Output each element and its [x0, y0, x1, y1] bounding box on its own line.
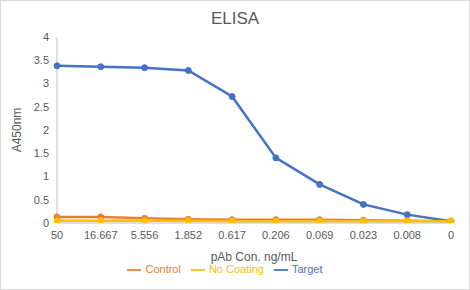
svg-text:2.5: 2.5: [34, 101, 49, 113]
svg-text:50: 50: [51, 229, 63, 241]
svg-text:pAb Con. ng/mL: pAb Con. ng/mL: [211, 250, 298, 264]
svg-text:0.023: 0.023: [350, 229, 378, 241]
svg-text:0.617: 0.617: [218, 229, 246, 241]
svg-text:0.008: 0.008: [393, 229, 421, 241]
html-text:No Coating: No Coating: [208, 263, 264, 275]
svg-text:1.5: 1.5: [34, 147, 49, 159]
svg-text:5.556: 5.556: [131, 229, 159, 241]
svg-text:3: 3: [43, 77, 49, 89]
svg-text:3.5: 3.5: [34, 54, 49, 66]
svg-text:0: 0: [43, 217, 49, 229]
html-text:ELISA: ELISA: [210, 9, 260, 28]
svg-text:16.667: 16.667: [84, 229, 118, 241]
svg-text:0.206: 0.206: [262, 229, 290, 241]
html-text:Target: Target: [292, 263, 323, 275]
svg-text:0.5: 0.5: [34, 194, 49, 206]
html-text:Control: Control: [145, 263, 181, 275]
svg-text:A450nm: A450nm: [10, 108, 24, 153]
svg-text:1.852: 1.852: [175, 229, 203, 241]
svg-text:4: 4: [43, 31, 49, 43]
svg-text:2: 2: [43, 124, 49, 136]
svg-text:0: 0: [448, 229, 454, 241]
svg-text:1: 1: [43, 170, 49, 182]
svg-text:0.069: 0.069: [306, 229, 334, 241]
